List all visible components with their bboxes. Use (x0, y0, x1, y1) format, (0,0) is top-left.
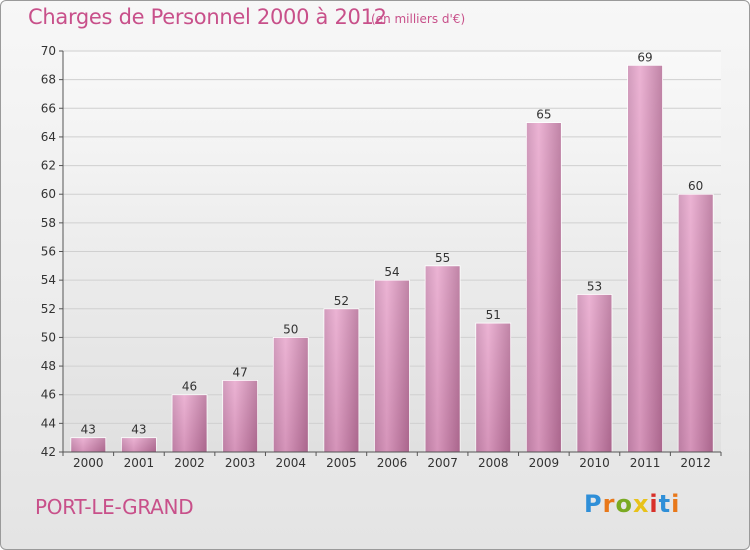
bar-value-label: 43 (81, 423, 96, 437)
y-tick-label: 54 (41, 273, 56, 287)
bar-value-label: 47 (233, 365, 248, 379)
bar-value-label: 69 (637, 50, 652, 64)
chart-subtitle: (en milliers d'€) (371, 12, 466, 26)
bar-value-label: 52 (334, 294, 349, 308)
commune-name: PORT-LE-GRAND (35, 495, 194, 519)
bar-value-label: 46 (182, 380, 197, 394)
bar-shade (70, 437, 106, 452)
bar-value-label: 60 (688, 179, 703, 193)
logo-letter: o (615, 490, 633, 518)
chart-title: Charges de Personnel 2000 à 2012 (28, 5, 387, 29)
y-tick-label: 70 (41, 44, 56, 58)
bar-shade (526, 122, 562, 452)
y-tick-label: 46 (41, 388, 56, 402)
x-tick-label: 2008 (478, 456, 509, 470)
bar-shade (627, 65, 663, 453)
bar-value-label: 50 (283, 322, 298, 336)
bar-shade (121, 437, 157, 452)
bar-value-label: 53 (587, 279, 602, 293)
x-tick-label: 2001 (124, 456, 155, 470)
x-tick-label: 2010 (579, 456, 610, 470)
y-tick-label: 64 (41, 130, 56, 144)
bar-shade (425, 265, 461, 452)
x-tick-label: 2002 (174, 456, 205, 470)
bar-shade (222, 380, 258, 452)
bar-value-label: 43 (131, 423, 146, 437)
bar-shade (273, 337, 309, 452)
y-tick-label: 52 (41, 302, 56, 316)
bar-value-label: 55 (435, 251, 450, 265)
x-tick-label: 2004 (275, 456, 306, 470)
bar-shade (374, 280, 410, 452)
x-tick-label: 2007 (427, 456, 458, 470)
x-tick-label: 2011 (630, 456, 661, 470)
y-tick-label: 48 (41, 359, 56, 373)
y-tick-label: 60 (41, 187, 56, 201)
logo-letter: P (584, 490, 603, 518)
bar-shade (576, 294, 612, 452)
y-tick-label: 66 (41, 101, 56, 115)
bar-shade (323, 308, 359, 452)
bar-shade (172, 394, 208, 452)
x-tick-label: 2006 (377, 456, 408, 470)
x-tick-label: 2012 (680, 456, 711, 470)
y-tick-label: 56 (41, 245, 56, 259)
bar-shade (678, 194, 714, 452)
y-tick-label: 44 (41, 416, 56, 430)
logo-letter: t (658, 490, 672, 518)
y-tick-label: 62 (41, 159, 56, 173)
proxiti-logo: Proxiti (584, 490, 680, 518)
logo-letter: i (649, 490, 659, 518)
logo-letter: x (632, 490, 650, 518)
bar-value-label: 54 (384, 265, 399, 279)
bar-value-label: 51 (486, 308, 501, 322)
x-tick-label: 2003 (225, 456, 256, 470)
logo-letter: r (602, 490, 616, 518)
logo-letter: i (671, 490, 681, 518)
x-tick-label: 2005 (326, 456, 357, 470)
y-tick-label: 68 (41, 73, 56, 87)
x-tick-label: 2009 (529, 456, 560, 470)
y-tick-label: 42 (41, 445, 56, 459)
bar-shade (475, 323, 511, 452)
bar-value-label: 65 (536, 108, 551, 122)
y-tick-label: 58 (41, 216, 56, 230)
y-tick-label: 50 (41, 330, 56, 344)
x-tick-label: 2000 (73, 456, 104, 470)
